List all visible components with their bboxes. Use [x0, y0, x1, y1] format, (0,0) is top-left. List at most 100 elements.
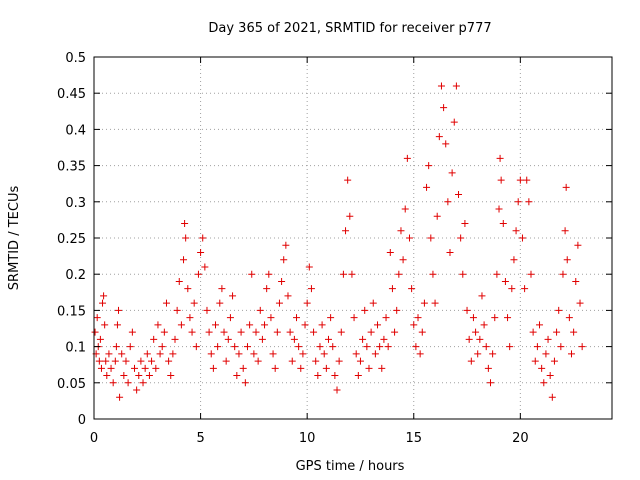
data-point [158, 343, 166, 351]
data-point [280, 256, 288, 264]
data-point [563, 256, 571, 264]
data-point [95, 357, 103, 365]
data-point [222, 357, 230, 365]
data-point [555, 306, 563, 314]
data-point [115, 306, 123, 314]
data-point [288, 357, 296, 365]
data-point [495, 205, 503, 213]
data-point [131, 364, 139, 372]
data-point [182, 234, 190, 242]
data-point [316, 343, 324, 351]
data-point [452, 82, 460, 90]
data-point [229, 292, 237, 300]
data-point [469, 314, 477, 322]
data-point [241, 379, 249, 387]
data-point [252, 328, 260, 336]
data-point [91, 328, 99, 336]
data-point [418, 328, 426, 336]
data-point [374, 321, 382, 329]
data-point [346, 212, 354, 220]
data-point [207, 350, 215, 358]
data-point [118, 350, 126, 358]
y-axis-label: SRMTID / TECUs [7, 186, 22, 291]
data-point [570, 328, 578, 336]
data-point [431, 299, 439, 307]
data-point [356, 357, 364, 365]
data-point [212, 321, 220, 329]
data-point [186, 314, 194, 322]
data-point [269, 350, 277, 358]
data-point [201, 263, 209, 271]
data-point [312, 357, 320, 365]
data-point [107, 364, 115, 372]
data-point [216, 299, 224, 307]
data-point [331, 372, 339, 380]
data-point [565, 314, 573, 322]
y-tick-label: 0.1 [65, 341, 86, 356]
data-point [365, 364, 373, 372]
y-tick-label: 0 [78, 413, 86, 428]
data-point [380, 335, 388, 343]
data-point [327, 314, 335, 322]
data-point [282, 241, 290, 249]
data-point [499, 220, 507, 228]
data-point [271, 364, 279, 372]
data-point [141, 364, 149, 372]
data-point [410, 321, 418, 329]
data-point [491, 314, 499, 322]
data-point [484, 364, 492, 372]
data-point [135, 372, 143, 380]
data-point [318, 321, 326, 329]
data-point [546, 372, 554, 380]
data-point [412, 343, 420, 351]
data-point [376, 343, 384, 351]
data-point [165, 357, 173, 365]
data-point [496, 154, 504, 162]
data-point [437, 82, 445, 90]
data-point [536, 321, 544, 329]
data-point [246, 321, 254, 329]
data-point [339, 270, 347, 278]
data-point [329, 343, 337, 351]
data-point [561, 227, 569, 235]
data-point [467, 357, 475, 365]
data-point [567, 350, 575, 358]
data-point [497, 176, 505, 184]
data-point [154, 321, 162, 329]
data-point [427, 234, 435, 242]
data-point [512, 227, 520, 235]
data-point [350, 314, 358, 322]
data-point [414, 314, 422, 322]
data-point [273, 328, 281, 336]
data-point [450, 118, 458, 126]
y-tick-label: 0.5 [65, 51, 86, 66]
data-point [463, 306, 471, 314]
data-point [148, 357, 156, 365]
data-point [504, 314, 512, 322]
data-point [501, 277, 509, 285]
data-point [559, 270, 567, 278]
data-point [169, 350, 177, 358]
data-point [320, 350, 328, 358]
data-point [371, 350, 379, 358]
data-point [133, 386, 141, 394]
y-tick-label: 0.3 [65, 196, 86, 211]
data-point [295, 343, 303, 351]
data-point [401, 205, 409, 213]
data-point [359, 335, 367, 343]
data-point [446, 248, 454, 256]
data-point [493, 270, 501, 278]
data-point [233, 372, 241, 380]
data-point [254, 357, 262, 365]
data-point [128, 328, 136, 336]
data-point [363, 343, 371, 351]
data-point [275, 299, 283, 307]
data-point [397, 227, 405, 235]
data-point [367, 328, 375, 336]
data-point [510, 256, 518, 264]
data-point [137, 357, 145, 365]
data-point [403, 154, 411, 162]
data-point [386, 248, 394, 256]
data-point [476, 335, 484, 343]
data-point [391, 328, 399, 336]
